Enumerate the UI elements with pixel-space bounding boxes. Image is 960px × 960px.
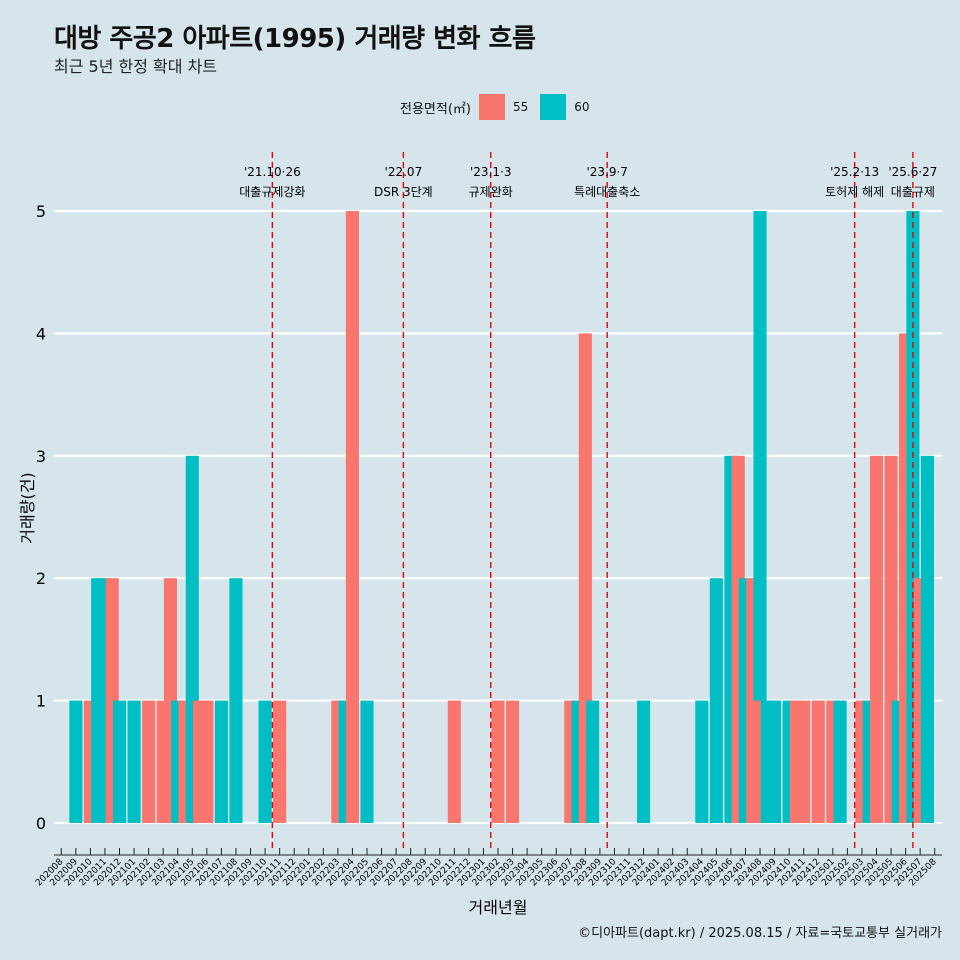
- event-name-label: 대출규제: [891, 185, 935, 199]
- bar-202411-55: [797, 700, 811, 823]
- event-name-label: 규제완화: [469, 185, 513, 199]
- bar-202405-60: [709, 578, 723, 823]
- bar-202302-55: [491, 700, 505, 823]
- bar-202409-60: [768, 700, 782, 823]
- event-name-label: DSR 3단계: [374, 185, 433, 199]
- bar-202110-60: [258, 700, 272, 823]
- bar-202012-60: [112, 700, 127, 823]
- bar-202312-60: [637, 700, 651, 823]
- chart-subtitle: 최근 5년 한정 확대 차트: [54, 57, 218, 76]
- event-name-label: 대출규제강화: [239, 185, 305, 199]
- bar-202111-55: [273, 700, 287, 823]
- bar-202205-60: [360, 700, 374, 823]
- legend-label-55: 55: [512, 100, 529, 114]
- bar-202404-60: [695, 700, 709, 823]
- bar-202102-55: [142, 700, 156, 823]
- bar-202507-60: [920, 455, 934, 823]
- y-tick-label: 0: [36, 814, 46, 833]
- bar-202107-60: [214, 700, 228, 823]
- event-date-label: '25.6·27: [888, 165, 937, 179]
- y-tick-label: 5: [36, 202, 46, 221]
- bar-202106-55: [200, 700, 214, 823]
- source-caption: ©디아파트(dapt.kr) / 2025.08.15 / 자료=국토교통부 실…: [578, 926, 942, 941]
- event-name-label: 토허제 해제: [825, 185, 884, 199]
- event-date-label: '23.9·7: [586, 165, 627, 179]
- legend-swatch-55: [478, 94, 505, 120]
- bar-202204-55: [345, 211, 359, 823]
- x-axis-title: 거래년월: [469, 898, 528, 917]
- event-date-label: '22.07: [385, 165, 423, 179]
- y-tick-label: 4: [36, 324, 46, 343]
- legend-label-60: 60: [574, 100, 590, 114]
- legend-title: 전용면적(㎡): [400, 101, 471, 117]
- event-name-label: 특례대출축소: [574, 185, 640, 199]
- bar-202308-60: [586, 700, 600, 823]
- bar-202303-55: [506, 700, 520, 823]
- event-date-label: '23.1·3: [470, 165, 511, 179]
- bar-202501-60: [833, 700, 847, 823]
- y-tick-label: 3: [36, 447, 46, 466]
- bar-202101-60: [127, 700, 141, 823]
- y-tick-label: 2: [36, 569, 46, 588]
- y-axis-title: 거래량(건): [18, 472, 37, 543]
- chart-title: 대방 주공2 아파트(1995) 거래량 변화 흐름: [54, 24, 536, 54]
- bar-202211-55: [447, 700, 461, 823]
- legend: 전용면적(㎡) 55 60: [400, 92, 602, 122]
- bar-202108-60: [229, 578, 243, 823]
- bar-202009-60: [69, 700, 83, 823]
- event-date-label: '25.2·13: [830, 165, 879, 179]
- bar-202504-55: [869, 455, 884, 823]
- bar-202412-55: [811, 700, 825, 823]
- event-date-label: '21.10·26: [244, 165, 301, 179]
- y-tick-label: 1: [36, 692, 46, 711]
- legend-swatch-60: [540, 94, 567, 120]
- bar-202407-60: [753, 211, 767, 823]
